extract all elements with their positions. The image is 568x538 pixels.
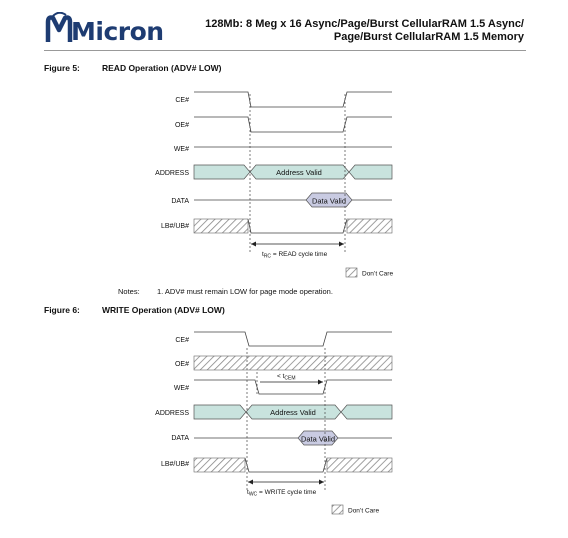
f5-data-valid-bus bbox=[305, 192, 353, 208]
f5-data-valid-label: Data Valid bbox=[312, 197, 346, 206]
f6-oe-dontcare bbox=[193, 355, 393, 371]
f5-label-address: ADDRESS bbox=[155, 170, 189, 177]
f5-label-oe: OE# bbox=[175, 122, 189, 129]
f6-label-lbub: LB#/UB# bbox=[161, 461, 189, 468]
f5-address-valid-label: Address Valid bbox=[276, 168, 322, 177]
f6-address-bus-pre bbox=[193, 404, 247, 420]
f6-address-valid-bus bbox=[245, 404, 342, 420]
f5-label-we: WE# bbox=[174, 146, 189, 153]
f5-address-bus-pre bbox=[193, 164, 251, 180]
micron-logo: Micron bbox=[44, 10, 164, 50]
figure-5-notes: Notes: 1. ADV# must remain LOW for page m… bbox=[118, 287, 333, 296]
f6-label-address: ADDRESS bbox=[155, 410, 189, 417]
f5-oe-waveform bbox=[194, 116, 392, 133]
figure-5-caption: Figure 5: READ Operation (ADV# LOW) bbox=[44, 63, 221, 73]
figure-6-number: Figure 6: bbox=[44, 305, 80, 315]
f5-lbub-dontcare-left bbox=[193, 218, 249, 234]
f5-trc-arrowhead-left bbox=[251, 241, 256, 247]
f6-address-bus-post bbox=[340, 404, 393, 420]
figure-6-timing-diagram: CE# OE# WE# ADDRESS DATA LB#/UB# Address… bbox=[155, 331, 393, 515]
figure-5-title: READ Operation (ADV# LOW) bbox=[102, 63, 222, 73]
f5-address-bus-post bbox=[348, 164, 393, 180]
f6-label-we: WE# bbox=[174, 385, 189, 392]
logo-text: Micron bbox=[71, 17, 164, 46]
f6-twc-label: tWC = WRITE cycle time bbox=[247, 489, 317, 498]
f6-label-oe: OE# bbox=[175, 361, 189, 368]
f5-lbub-waveform bbox=[247, 218, 348, 234]
f6-address-valid-label: Address Valid bbox=[270, 408, 316, 417]
document-title: 128Mb: 8 Meg x 16 Async/Page/Burst Cellu… bbox=[205, 18, 524, 44]
f5-legend-label: Don’t Care bbox=[362, 271, 393, 278]
micron-logo-icon bbox=[45, 12, 73, 42]
f5-legend-swatch bbox=[345, 267, 358, 278]
f5-lbub-dontcare-right bbox=[346, 218, 393, 234]
f6-we-waveform bbox=[194, 379, 392, 395]
f6-label-ce: CE# bbox=[175, 337, 189, 344]
f6-tcem-label: < tCEM bbox=[277, 373, 296, 382]
figure-6-title: WRITE Operation (ADV# LOW) bbox=[102, 305, 225, 315]
f6-label-data: DATA bbox=[171, 435, 189, 442]
f6-lbub-dontcare-right bbox=[326, 457, 393, 473]
note-1: 1. ADV# must remain LOW for page mode op… bbox=[157, 287, 333, 296]
f5-label-lbub: LB#/UB# bbox=[161, 223, 189, 230]
f6-ce-waveform bbox=[194, 331, 392, 347]
f5-trc-arrowhead-right bbox=[339, 241, 344, 247]
title-line-2: Page/Burst CellularRAM 1.5 Memory bbox=[333, 31, 524, 43]
f6-legend-label: Don’t Care bbox=[348, 508, 379, 515]
figure-5-timing-diagram: CE# OE# WE# ADDRESS DATA LB#/UB# Address… bbox=[155, 91, 393, 278]
figure-6-caption: Figure 6: WRITE Operation (ADV# LOW) bbox=[44, 305, 225, 315]
f5-label-data: DATA bbox=[171, 198, 189, 205]
f6-lbub-dontcare-left bbox=[193, 457, 246, 473]
f6-lbub-waveform bbox=[244, 457, 328, 473]
title-line-1: 128Mb: 8 Meg x 16 Async/Page/Burst Cellu… bbox=[205, 18, 524, 30]
figure-5-number: Figure 5: bbox=[44, 63, 80, 73]
f6-twc-arrowhead-left bbox=[248, 479, 253, 485]
page-header: Micron 128Mb: 8 Meg x 16 Async/Page/Burs… bbox=[0, 0, 568, 56]
f5-label-ce: CE# bbox=[175, 97, 189, 104]
f6-data-valid-label: Data Valid bbox=[301, 435, 335, 444]
f6-tcem-arrowhead bbox=[318, 379, 323, 385]
f6-data-valid-bus bbox=[297, 430, 339, 446]
header-divider bbox=[44, 50, 526, 51]
f5-ce-waveform bbox=[194, 91, 392, 108]
f6-twc-arrowhead-right bbox=[319, 479, 324, 485]
f6-legend-swatch bbox=[331, 504, 344, 515]
notes-label: Notes: bbox=[118, 287, 140, 296]
f5-trc-label: tRC = READ cycle time bbox=[262, 251, 328, 260]
